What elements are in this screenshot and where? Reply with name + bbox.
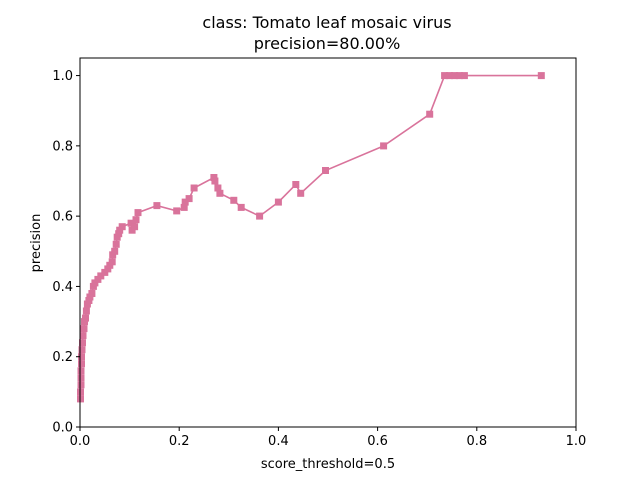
data-point-marker [104,265,112,273]
precision-series-line [79,74,542,399]
data-point-marker [455,72,463,80]
data-point-marker [79,339,86,347]
data-point-marker [88,290,96,297]
y-tick-label: 1.0 [52,69,73,84]
data-point-marker [185,195,193,203]
data-point-marker [173,207,181,215]
x-axis-label: score_threshold=0.5 [261,457,395,472]
chart-title-line2: precision=80.00% [254,34,401,53]
data-point-marker [230,196,238,204]
x-tick-label: 0.6 [367,434,388,449]
data-point-marker [118,223,126,231]
data-point-marker [112,240,120,248]
y-tick-label: 0.2 [52,350,73,365]
data-point-marker [78,360,85,368]
data-point-marker [134,209,142,217]
data-point-marker [82,314,89,322]
y-tick-label: 0.8 [52,139,73,154]
data-point-marker [131,223,139,231]
data-point-marker [380,142,388,150]
data-point-marker [216,189,224,197]
data-point-marker [214,184,222,192]
chart-title-line1: class: Tomato leaf mosaic virus [202,13,451,32]
x-tick-label: 0.8 [466,434,487,449]
data-point-marker [211,177,219,185]
data-point-marker [274,198,282,206]
plot-layer [77,72,545,403]
data-point-marker [297,189,305,197]
data-point-marker [132,216,140,224]
data-point-marker [78,353,85,361]
data-point-marker [441,72,449,80]
data-point-marker [77,374,85,382]
data-point-marker [181,198,189,206]
data-point-marker [111,247,119,255]
y-tick-label: 0.0 [52,421,73,436]
x-axis-ticks: 0.0 0.2 0.4 0.6 0.8 1.0 [70,427,587,449]
data-point-marker [80,325,88,333]
data-point-marker [77,367,85,375]
data-point-marker [79,332,87,340]
y-axis-label: precision [29,214,44,273]
data-point-marker [108,258,116,266]
plot-frame [79,57,577,428]
data-point-marker [451,72,458,80]
y-axis-ticks: 0.0 0.2 0.4 0.6 0.8 1.0 [52,69,80,436]
data-point-marker [460,72,468,80]
data-point-marker [292,181,300,188]
data-point-marker [190,184,198,192]
data-point-marker [537,72,545,80]
y-tick-label: 0.4 [52,280,73,295]
y-tick-label: 0.6 [52,210,73,225]
data-point-marker [180,203,188,211]
data-point-marker [322,167,329,174]
data-point-marker [97,272,105,280]
x-tick-label: 0.2 [169,434,190,449]
x-tick-label: 1.0 [566,434,587,449]
data-point-marker [237,203,245,211]
data-point-marker [256,212,264,220]
x-tick-label: 0.0 [70,434,91,449]
x-tick-label: 0.4 [268,434,289,449]
data-point-marker [78,346,86,354]
data-point-marker [82,307,90,315]
data-point-marker [446,72,453,80]
data-point-marker [426,110,434,118]
data-point-marker [77,381,85,389]
data-point-marker [153,202,161,210]
